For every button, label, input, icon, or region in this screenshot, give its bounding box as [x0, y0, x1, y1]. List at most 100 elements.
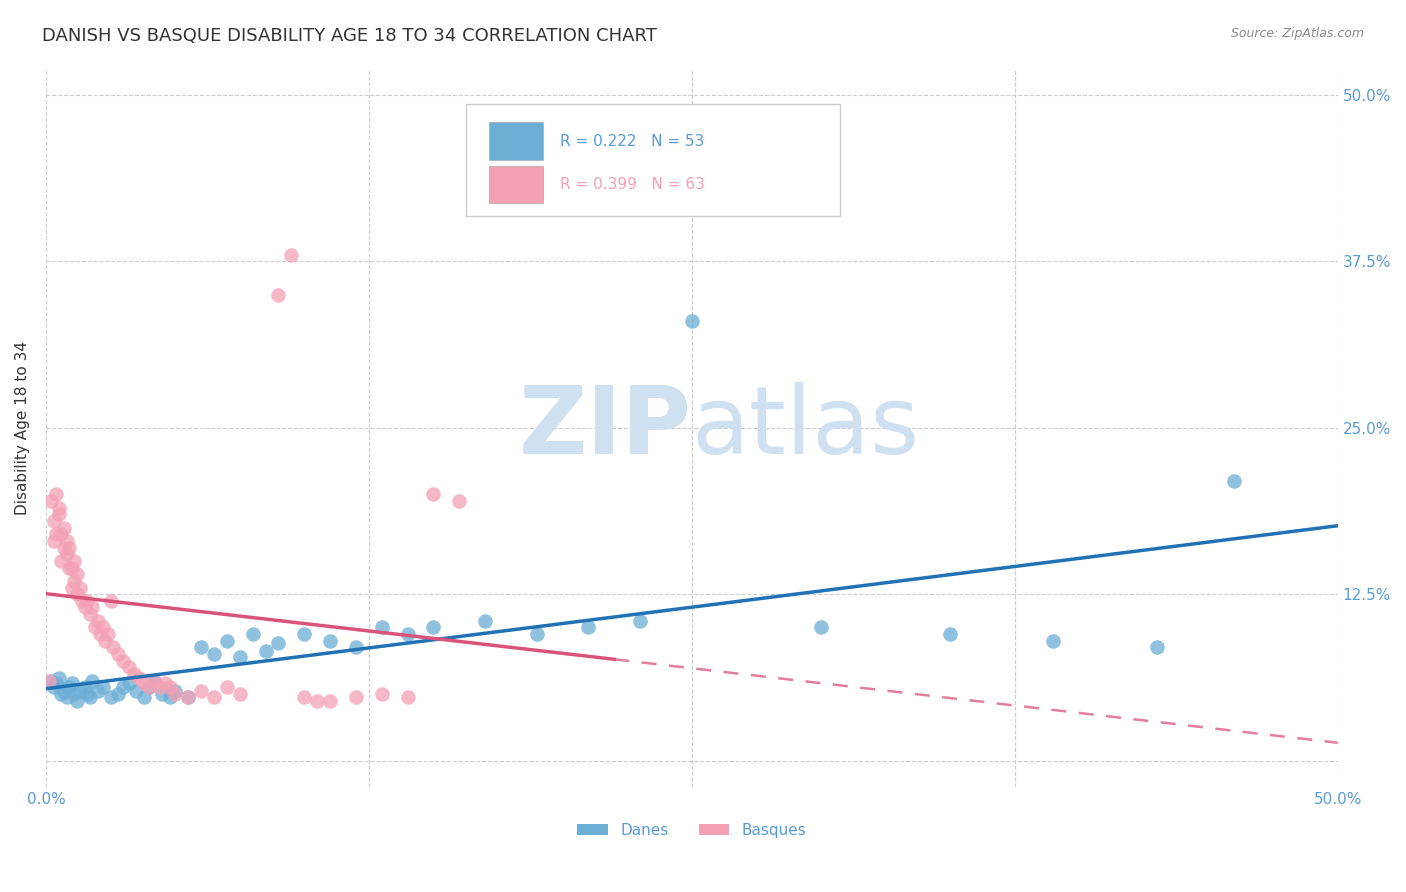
Point: [101, 640, 124, 655]
Point: [53, 541, 76, 555]
Point: [319, 693, 342, 707]
Point: [45, 527, 67, 541]
Point: [76, 687, 98, 701]
Point: [60, 560, 83, 574]
Point: [165, 684, 187, 698]
Point: [91, 620, 114, 634]
FancyBboxPatch shape: [489, 122, 543, 160]
Point: [138, 681, 160, 695]
Point: [38, 673, 60, 688]
Point: [810, 620, 832, 634]
Point: [69, 684, 91, 698]
Point: [128, 671, 150, 685]
Point: [42, 681, 65, 695]
Point: [63, 574, 86, 588]
Point: [319, 633, 342, 648]
Point: [267, 287, 290, 301]
Text: atlas: atlas: [692, 382, 920, 474]
Point: [48, 508, 70, 522]
Point: [122, 667, 145, 681]
Point: [134, 690, 156, 704]
Point: [51, 687, 73, 701]
Point: [76, 594, 98, 608]
Point: [58, 560, 80, 574]
Point: [69, 581, 91, 595]
Point: [1042, 633, 1064, 648]
Text: R = 0.222   N = 53: R = 0.222 N = 53: [560, 134, 704, 149]
Point: [371, 620, 394, 634]
Point: [107, 687, 129, 701]
Point: [53, 521, 76, 535]
Point: [79, 607, 101, 621]
Point: [190, 684, 212, 698]
Point: [307, 693, 329, 707]
Point: [86, 684, 108, 698]
Point: [51, 554, 73, 568]
Point: [292, 627, 315, 641]
FancyBboxPatch shape: [489, 166, 543, 202]
Point: [94, 633, 117, 648]
Point: [39, 494, 62, 508]
Point: [55, 547, 77, 561]
Point: [63, 687, 86, 701]
Point: [422, 487, 444, 501]
Point: [149, 681, 172, 695]
Text: ZIP: ZIP: [519, 382, 692, 474]
Point: [82, 673, 104, 688]
Point: [138, 681, 160, 695]
Point: [100, 690, 122, 704]
Point: [228, 687, 250, 701]
Point: [117, 676, 139, 690]
Point: [73, 681, 96, 695]
Point: [254, 644, 277, 658]
Point: [143, 673, 166, 688]
Point: [48, 671, 70, 685]
Point: [150, 687, 173, 701]
Point: [267, 636, 290, 650]
Point: [134, 676, 156, 690]
Point: [112, 681, 135, 695]
Point: [100, 594, 122, 608]
Point: [202, 647, 225, 661]
Point: [58, 541, 80, 555]
Point: [117, 660, 139, 674]
Y-axis label: Disability Age 18 to 34: Disability Age 18 to 34: [15, 341, 30, 515]
Point: [159, 690, 181, 704]
Point: [55, 533, 77, 548]
Point: [242, 627, 264, 641]
Point: [177, 690, 200, 704]
Point: [51, 527, 73, 541]
Point: [422, 620, 444, 634]
Point: [292, 690, 315, 704]
Point: [371, 687, 394, 701]
Point: [143, 673, 166, 688]
Point: [215, 681, 238, 695]
Legend: Danes, Basques: Danes, Basques: [571, 817, 813, 844]
Point: [97, 627, 120, 641]
Point: [280, 248, 302, 262]
Point: [82, 600, 104, 615]
Point: [526, 627, 548, 641]
Point: [66, 587, 89, 601]
Point: [112, 654, 135, 668]
Point: [42, 514, 65, 528]
Point: [396, 627, 419, 641]
Point: [66, 693, 89, 707]
Point: [578, 620, 600, 634]
Point: [681, 314, 703, 328]
Point: [159, 681, 181, 695]
Point: [202, 690, 225, 704]
Point: [91, 681, 114, 695]
Point: [153, 676, 176, 690]
Point: [1223, 474, 1246, 488]
FancyBboxPatch shape: [465, 104, 841, 216]
Point: [70, 594, 93, 608]
Text: Source: ZipAtlas.com: Source: ZipAtlas.com: [1230, 27, 1364, 40]
Point: [628, 614, 651, 628]
Point: [396, 690, 419, 704]
Point: [66, 567, 89, 582]
Point: [177, 690, 200, 704]
Point: [53, 684, 76, 698]
Point: [86, 614, 108, 628]
Point: [449, 494, 471, 508]
